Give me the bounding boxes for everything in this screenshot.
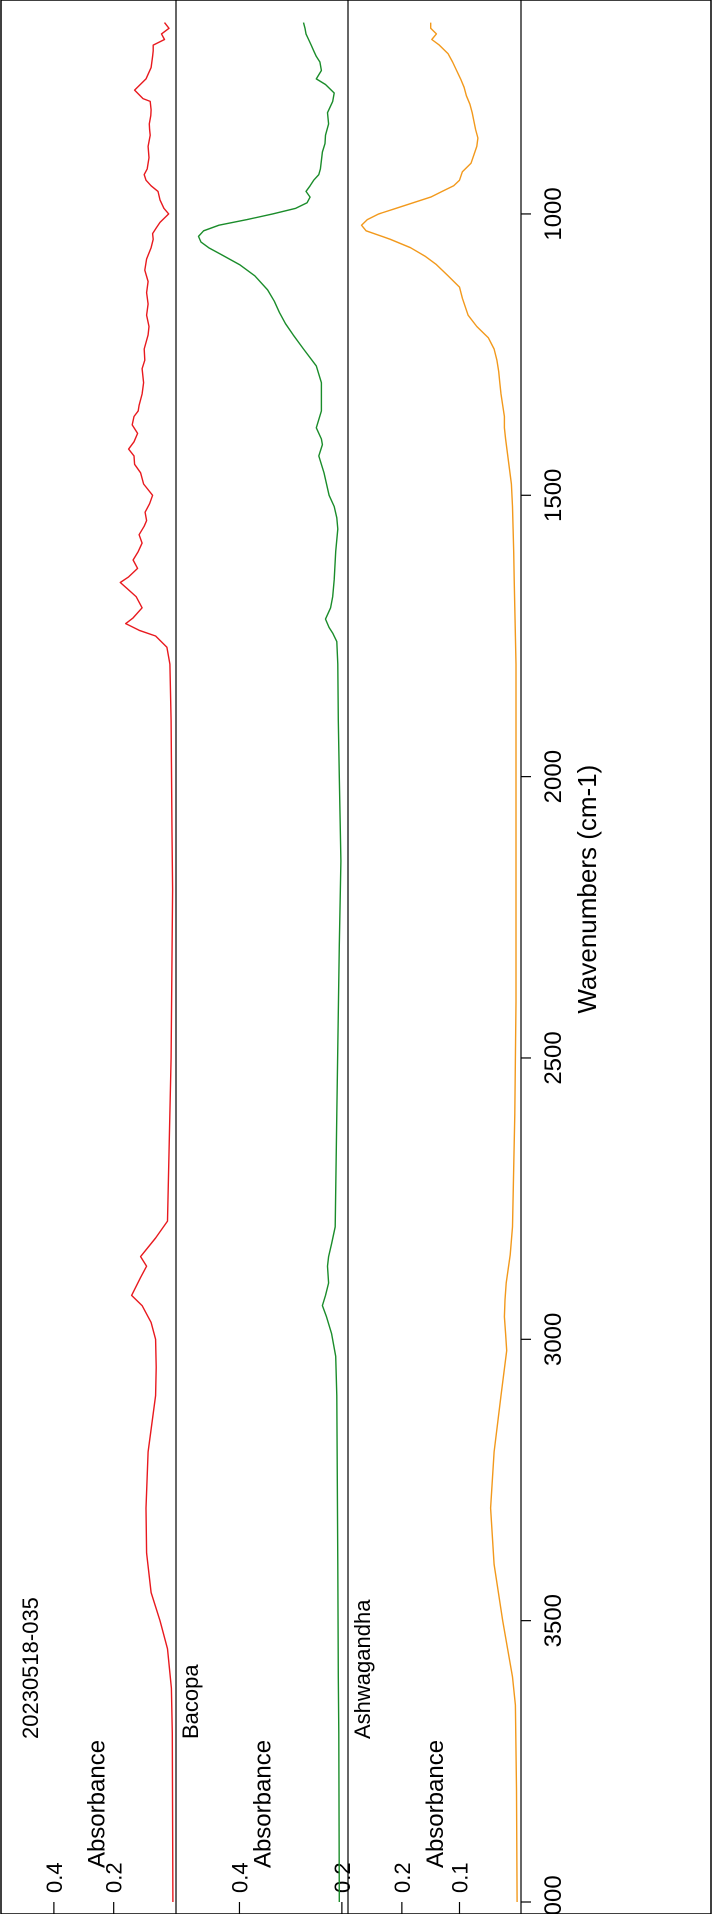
- y-tick-label: 0.4: [227, 1862, 252, 1893]
- series-label: Bacopa: [178, 1664, 203, 1739]
- x-tick-label: 2500: [540, 1031, 567, 1084]
- y-tick-label: 0.1: [447, 1862, 472, 1893]
- y-axis-label: Absorbance: [250, 1740, 277, 1868]
- x-tick-label: 3500: [540, 1594, 567, 1647]
- x-axis-label: Wavenumbers (cm-1): [572, 765, 602, 1014]
- y-tick-label: 0.2: [390, 1862, 415, 1893]
- y-axis-label: Absorbance: [422, 1740, 449, 1868]
- y-tick-label: 0.4: [42, 1862, 67, 1893]
- series-label: Ashwagandha: [350, 1599, 375, 1739]
- series-line: [119, 22, 174, 1903]
- y-tick-label: 0.2: [102, 1862, 127, 1893]
- series-line: [197, 22, 342, 1903]
- y-tick-label: 0.2: [330, 1862, 355, 1893]
- series-label: 20230518-035: [18, 1597, 43, 1739]
- series-line: [360, 22, 518, 1903]
- x-tick-label: 1500: [540, 469, 567, 522]
- panel-2: 0.4 0.2 Absorbance Bacopa: [175, 0, 355, 1914]
- x-tick-label: 2000: [540, 750, 567, 803]
- x-tick-label: 4000: [540, 1875, 567, 1914]
- x-tick-label: 1000: [540, 187, 567, 240]
- x-tick-label: 3000: [540, 1313, 567, 1366]
- y-axis-label: Absorbance: [84, 1740, 111, 1868]
- x-axis: 4000 3500 3000 2500 2000 1500 1000: [520, 0, 567, 1914]
